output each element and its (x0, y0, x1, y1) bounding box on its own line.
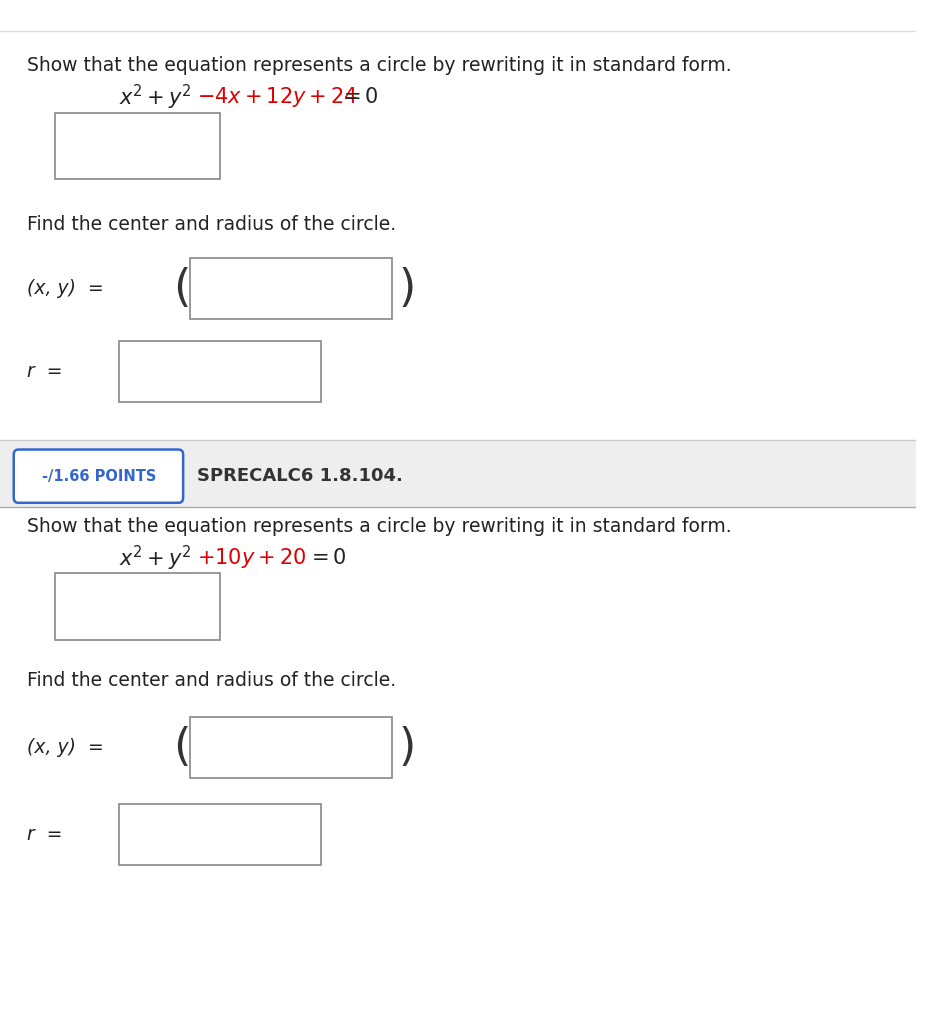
Text: (x, y)  =: (x, y) = (28, 738, 105, 757)
Text: Show that the equation represents a circle by rewriting it in standard form.: Show that the equation represents a circ… (28, 56, 732, 76)
Text: $x^2 + y^2$: $x^2 + y^2$ (119, 544, 191, 572)
Text: (x, y)  =: (x, y) = (28, 280, 105, 298)
FancyBboxPatch shape (14, 450, 183, 503)
Bar (55, 573, 220, 640)
Text: (: ( (173, 726, 190, 769)
Text: -/1.66 POINTS: -/1.66 POINTS (42, 469, 156, 483)
Text: ): ) (399, 267, 416, 310)
Bar (0, 440, 916, 507)
Text: Find the center and radius of the circle.: Find the center and radius of the circle… (28, 671, 397, 690)
Text: $+ 10y + 20$: $+ 10y + 20$ (197, 546, 306, 570)
Bar (55, 113, 220, 179)
Text: SPRECALC6 1.8.104.: SPRECALC6 1.8.104. (197, 467, 402, 485)
Text: Find the center and radius of the circle.: Find the center and radius of the circle… (28, 215, 397, 234)
Bar (191, 258, 392, 319)
Text: r  =: r = (28, 825, 63, 844)
Bar (191, 717, 392, 778)
Text: $= 0$: $= 0$ (307, 548, 346, 568)
Text: r  =: r = (28, 362, 63, 381)
Text: Show that the equation represents a circle by rewriting it in standard form.: Show that the equation represents a circ… (28, 517, 732, 537)
Text: ): ) (399, 726, 416, 769)
Text: $= 0$: $= 0$ (339, 87, 378, 108)
Text: (: ( (173, 267, 190, 310)
Bar (119, 804, 320, 865)
Text: $- 4x + 12y + 24$: $- 4x + 12y + 24$ (197, 85, 358, 110)
Bar (119, 341, 320, 402)
Text: $x^2 + y^2$: $x^2 + y^2$ (119, 83, 191, 112)
